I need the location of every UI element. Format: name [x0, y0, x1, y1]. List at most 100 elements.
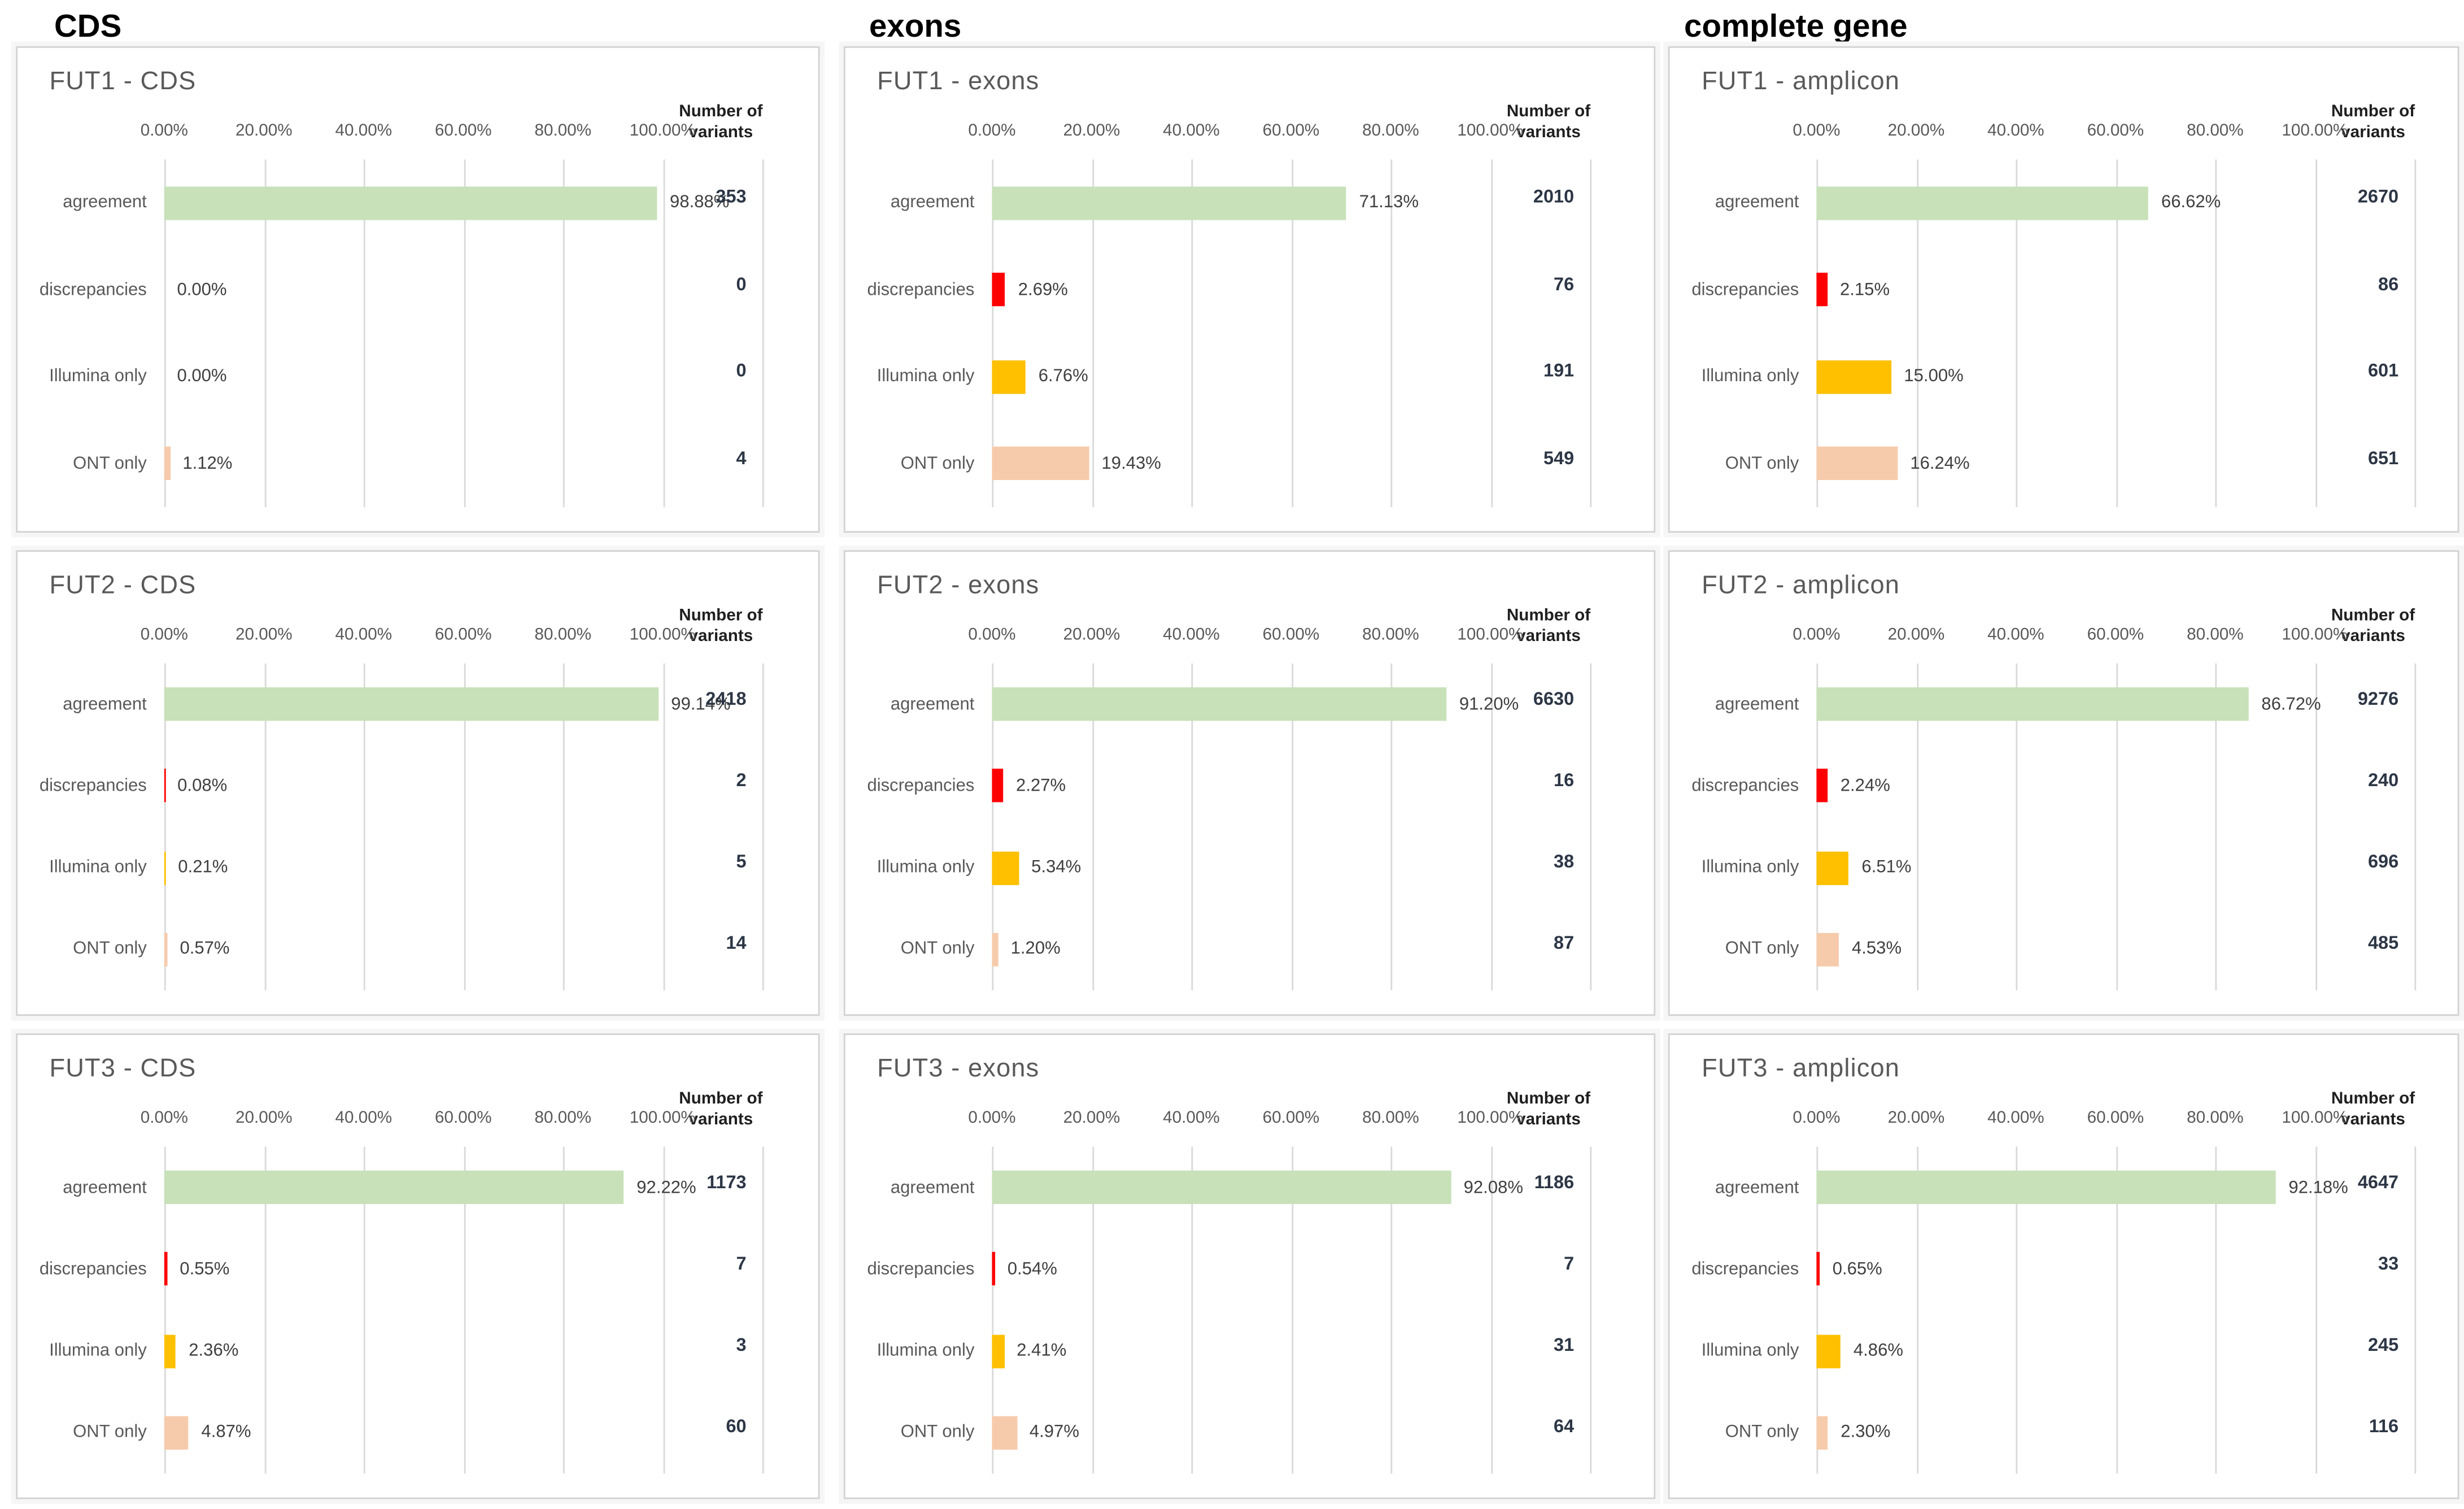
bar-row: agreement 71.13% 2010: [845, 159, 1654, 246]
bar-agreement: [1816, 186, 2149, 220]
x-axis: 0.00% 20.00% 40.00% 60.00% 80.00% 100.00%: [18, 625, 818, 648]
gridline: [1390, 1146, 1393, 1474]
plot-area: agreement 91.20% 6630 discrepancies 2.27…: [845, 663, 1654, 991]
category-label: discrepancies: [39, 1259, 147, 1279]
bar-row: agreement 86.72% 9276: [1670, 664, 2458, 745]
bar-illumina-only: [1816, 1334, 1841, 1368]
percent-label: 2.36%: [189, 1341, 239, 1361]
bar-ont-only: [992, 932, 998, 966]
number-of-line1: Number of: [679, 102, 763, 121]
gridline: [2215, 663, 2217, 991]
category-label: agreement: [1715, 695, 1799, 714]
number-of-variants-header: Number of variants: [2295, 1089, 2452, 1131]
count-value: 245: [2367, 1336, 2399, 1356]
category-label: agreement: [63, 695, 147, 714]
x-axis: 0.00% 20.00% 40.00% 60.00% 80.00% 100.00%: [1670, 1109, 2458, 1131]
count-value: 1173: [707, 1173, 747, 1193]
bar-row: ONT only 0.57% 14: [18, 909, 818, 991]
bar-agreement: [164, 186, 657, 220]
gridline: [363, 663, 365, 991]
x-tick: 100.00%: [629, 625, 696, 644]
x-tick: 0.00%: [1793, 625, 1841, 644]
count-value: 4: [736, 449, 747, 469]
gridline: [1590, 159, 1592, 508]
percent-label: 2.30%: [1841, 1423, 1891, 1442]
bar-ont-only: [1816, 932, 1839, 966]
bar-ont-only: [1816, 447, 1898, 481]
category-label: Illumina only: [876, 1341, 975, 1361]
percent-label: 1.20%: [1010, 940, 1061, 960]
number-of-line2: variants: [688, 123, 753, 142]
chart-title: FUT2 - CDS: [49, 572, 197, 600]
category-label: discrepancies: [39, 280, 147, 300]
percent-label: 92.08%: [1463, 1177, 1524, 1197]
plot-area: agreement 66.62% 2670 discrepancies 2.15…: [1670, 159, 2458, 508]
bar-row: discrepancies 0.65% 33: [1670, 1228, 2458, 1310]
x-tick: 40.00%: [335, 625, 393, 644]
category-label: Illumina only: [876, 858, 975, 878]
bar-row: discrepancies 0.00% 0: [18, 246, 818, 333]
count-value: 0: [736, 362, 747, 382]
count-value: 1186: [1534, 1173, 1575, 1193]
gridline: [2215, 1146, 2217, 1474]
x-tick: 80.00%: [1362, 121, 1419, 141]
x-axis: 0.00% 20.00% 40.00% 60.00% 80.00% 100.00%: [18, 121, 818, 144]
bar-row: Illumina only 6.51% 696: [1670, 827, 2458, 909]
bar-row: Illumina only 2.41% 31: [845, 1310, 1654, 1392]
count-value: 2010: [1533, 188, 1575, 208]
chart-title: FUT1 - exons: [877, 68, 1040, 96]
gridline: [662, 159, 665, 508]
percent-label: 15.00%: [1904, 367, 1964, 387]
bar-ont-only: [992, 1416, 1017, 1450]
gridline: [1590, 1146, 1592, 1474]
number-of-variants-header: Number of variants: [2295, 102, 2452, 143]
gridline: [1091, 663, 1093, 991]
count-value: 651: [2367, 449, 2399, 469]
category-label: agreement: [1715, 1177, 1799, 1197]
bar-row: ONT only 19.43% 549: [845, 420, 1654, 507]
gridline: [164, 159, 166, 508]
chart-title: FUT2 - amplicon: [1702, 572, 1900, 600]
number-of-line1: Number of: [1506, 1089, 1591, 1109]
gridline: [1191, 663, 1193, 991]
x-tick: 0.00%: [140, 121, 188, 141]
bar-row: ONT only 4.53% 485: [1670, 909, 2458, 991]
x-tick: 80.00%: [2187, 625, 2244, 644]
bar-discrepancies: [992, 1252, 995, 1286]
x-tick: 60.00%: [435, 1108, 492, 1128]
percent-label: 0.00%: [177, 367, 227, 387]
bar-discrepancies: [1816, 769, 1828, 803]
bar-ont-only: [992, 447, 1089, 481]
gridline: [2016, 1146, 2018, 1474]
x-tick: 0.00%: [968, 1108, 1016, 1128]
gridline: [1290, 663, 1293, 991]
category-label: ONT only: [1725, 1423, 1799, 1442]
number-of-line1: Number of: [2331, 606, 2415, 625]
column-header-exons: exons: [869, 9, 962, 45]
number-of-variants-header: Number of variants: [2295, 606, 2452, 647]
bar-discrepancies: [164, 769, 165, 803]
gridline: [463, 663, 465, 991]
count-value: 2: [736, 771, 747, 791]
gridline: [2016, 159, 2018, 508]
percent-label: 2.69%: [1018, 280, 1068, 300]
gridline: [992, 159, 994, 508]
number-of-line2: variants: [1516, 123, 1581, 142]
number-of-line2: variants: [2341, 123, 2405, 142]
gridline: [2115, 159, 2117, 508]
x-tick: 100.00%: [2282, 121, 2348, 141]
count-value: 2418: [705, 690, 747, 709]
category-label: discrepancies: [1691, 1259, 1799, 1279]
bar-agreement: [1816, 687, 2249, 721]
bar-row: agreement 98.88% 353: [18, 159, 818, 246]
bar-row: ONT only 1.12% 4: [18, 420, 818, 507]
bar-illumina-only: [992, 851, 1019, 885]
x-tick: 80.00%: [2187, 121, 2244, 141]
bar-row: discrepancies 2.69% 76: [845, 246, 1654, 333]
count-value: 2670: [2357, 188, 2399, 208]
number-of-variants-header: Number of variants: [643, 1089, 799, 1131]
category-label: Illumina only: [49, 367, 147, 387]
gridline: [992, 1146, 994, 1474]
gridline: [164, 663, 166, 991]
gridline: [363, 159, 365, 508]
